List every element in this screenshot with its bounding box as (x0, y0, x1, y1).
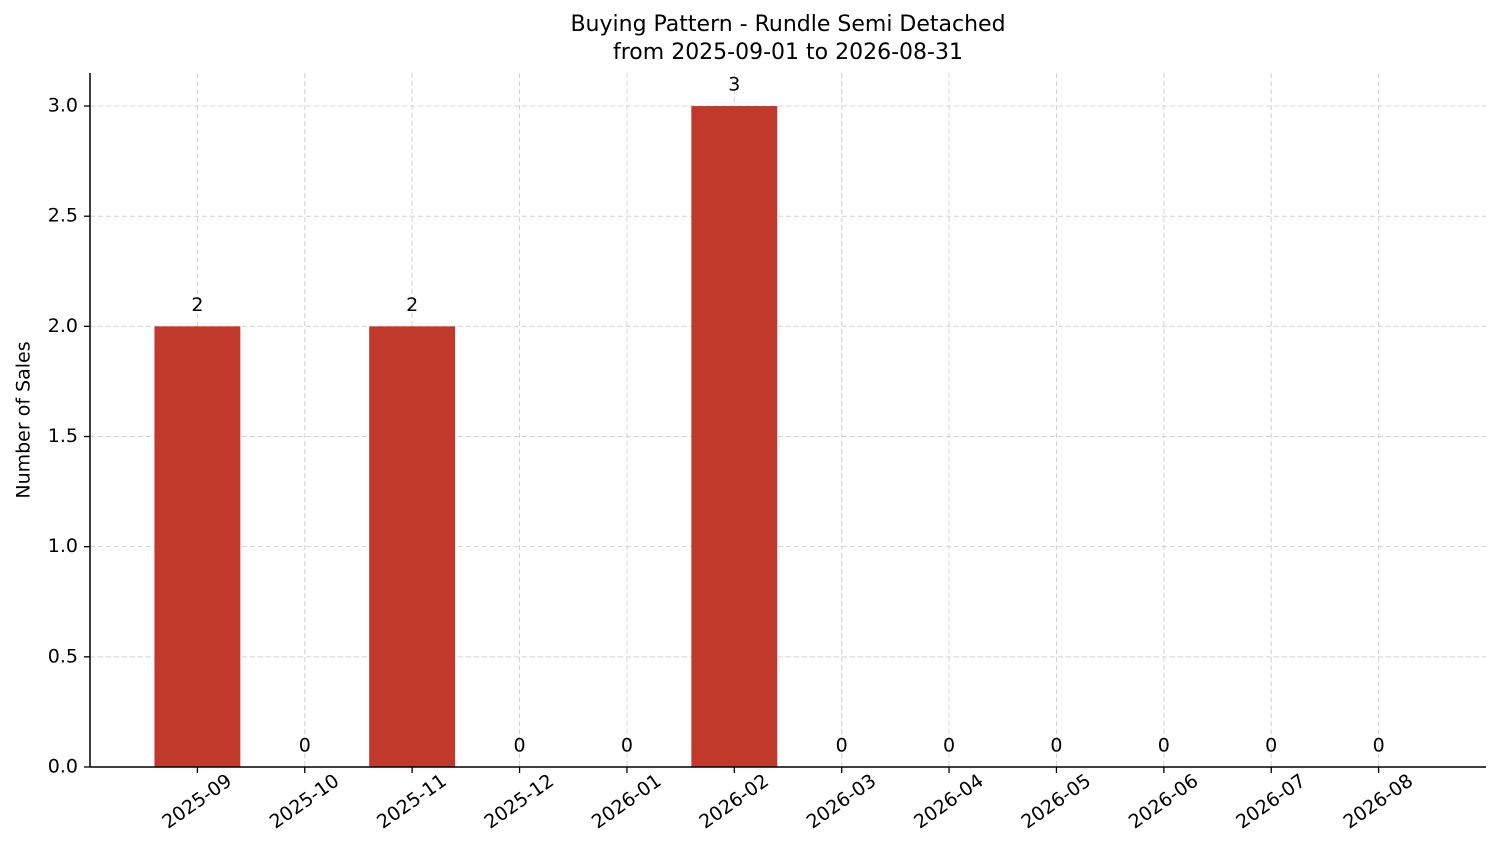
data-label: 3 (728, 74, 740, 96)
y-tick-label: 1.5 (48, 425, 78, 447)
bar (691, 106, 778, 768)
chart-subtitle: from 2025-09-01 to 2026-08-31 (613, 40, 963, 65)
x-tick-label: 2026-01 (588, 770, 666, 834)
x-tick-label: 2025-09 (158, 770, 236, 834)
x-tick-label: 2026-06 (1125, 770, 1203, 834)
bar (369, 326, 456, 767)
y-tick-label: 0.5 (48, 645, 78, 667)
y-tick-label: 0.0 (48, 756, 78, 778)
data-label: 0 (1050, 735, 1062, 757)
y-axis-label: Number of Sales (13, 341, 35, 498)
x-tick-label: 2026-08 (1340, 770, 1418, 834)
data-label: 0 (621, 735, 633, 757)
data-label: 0 (943, 735, 955, 757)
y-tick-label: 2.5 (48, 205, 78, 227)
x-tick-label: 2026-04 (910, 770, 988, 834)
y-tick-label: 2.0 (48, 315, 78, 337)
x-tick-label: 2026-07 (1232, 770, 1310, 834)
y-tick-label: 3.0 (48, 95, 78, 117)
x-tick-label: 2026-05 (1017, 770, 1095, 834)
x-tick-label: 2025-11 (373, 770, 451, 834)
x-tick-label: 2026-02 (695, 770, 773, 834)
x-tick-label: 2025-10 (266, 770, 344, 834)
data-label: 0 (1158, 735, 1170, 757)
data-label: 0 (1373, 735, 1385, 757)
data-label: 0 (836, 735, 848, 757)
data-label: 0 (1265, 735, 1277, 757)
data-label: 2 (191, 294, 203, 316)
data-label: 2 (406, 294, 418, 316)
data-label: 0 (299, 735, 311, 757)
chart-title: Buying Pattern - Rundle Semi Detached (570, 12, 1005, 37)
bar (154, 326, 241, 767)
data-label: 0 (513, 735, 525, 757)
y-tick-label: 1.0 (48, 535, 78, 557)
x-tick-label: 2025-12 (480, 770, 558, 834)
x-tick-label: 2026-03 (803, 770, 881, 834)
